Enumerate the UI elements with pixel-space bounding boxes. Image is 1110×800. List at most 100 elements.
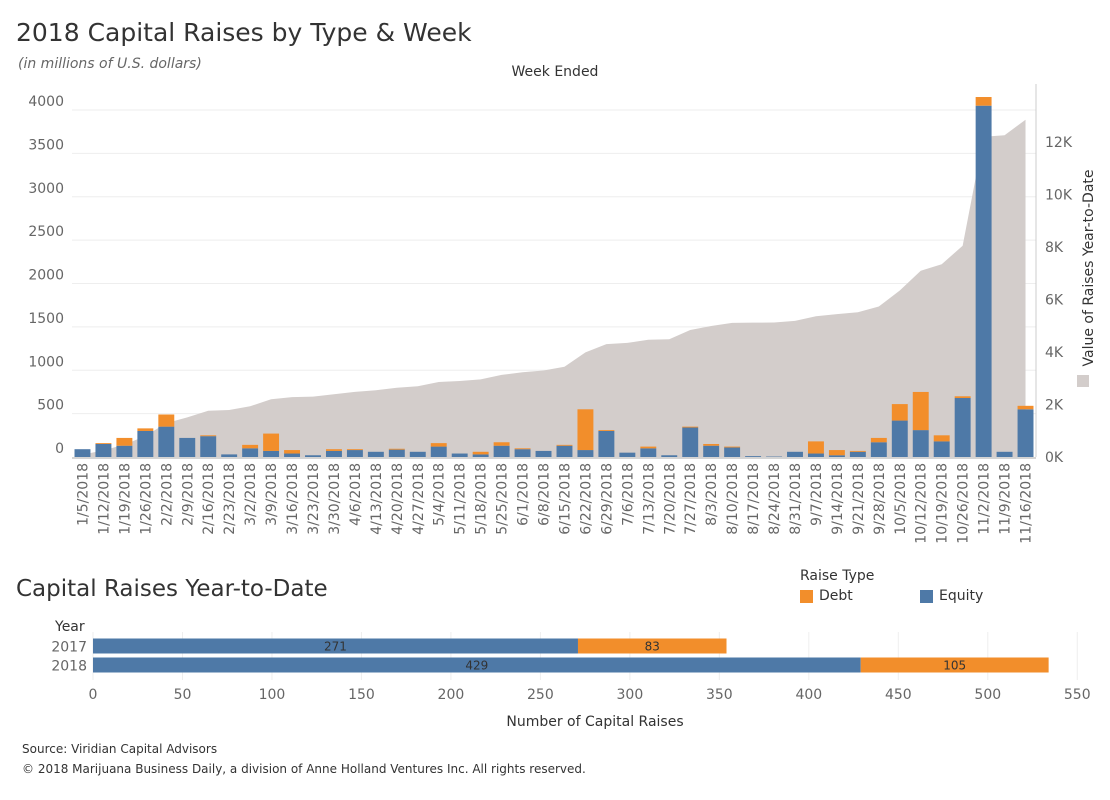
x-tick-label: 3/23/2018 — [306, 463, 322, 535]
right-y-tick-label: 0K — [1045, 450, 1064, 466]
equity-bar-6/29/2018 — [598, 430, 615, 457]
debt-bar-6/22/2018 — [577, 409, 594, 451]
equity-swatch — [920, 589, 933, 603]
legend-label-equity: Equity — [939, 588, 984, 604]
x-tick-label: 6/29/2018 — [599, 463, 615, 535]
equity-bar-2/23/2018 — [221, 454, 238, 457]
debt-bar-9/28/2018 — [870, 437, 887, 443]
bottom-x-tick-label: 0 — [89, 687, 98, 703]
x-tick-label: 7/6/2018 — [620, 463, 636, 526]
equity-value-label-2017: 271 — [324, 640, 347, 654]
equity-bar-9/28/2018 — [870, 442, 887, 457]
y-tick-label: 2500 — [28, 224, 64, 240]
bottom-x-tick-label: 100 — [259, 687, 286, 703]
equity-bar-3/23/2018 — [305, 455, 321, 457]
debt-bar-4/6/2018 — [346, 449, 363, 451]
x-tick-label: 4/6/2018 — [348, 463, 364, 526]
x-axis-title-top: Week Ended — [511, 64, 599, 80]
debt-value-label-2018: 105 — [943, 659, 966, 673]
debt-bar-10/19/2018 — [933, 435, 950, 442]
debt-bar-8/10/2018 — [724, 446, 741, 448]
x-tick-label: 9/14/2018 — [830, 463, 846, 535]
copyright-note: © 2018 Marijuana Business Daily, a divis… — [22, 762, 586, 776]
debt-bar-4/20/2018 — [388, 448, 405, 450]
debt-bar-6/15/2018 — [556, 444, 573, 446]
legend-item-debt[interactable]: Debt — [800, 588, 920, 604]
ytd-area-series — [82, 119, 1026, 458]
debt-bar-9/7/2018 — [807, 441, 824, 454]
debt-bar-11/2/2018 — [975, 97, 992, 106]
x-tick-label: 9/7/2018 — [809, 463, 825, 526]
gridlines — [72, 84, 1037, 459]
x-tick-label: 10/26/2018 — [956, 463, 972, 544]
debt-swatch — [800, 589, 813, 603]
right-axis-title: Value of Raises Year-to-Date — [1081, 169, 1097, 366]
chart-title: 2018 Capital Raises by Type & Week — [16, 18, 472, 47]
equity-bar-9/21/2018 — [849, 451, 866, 457]
bottom-x-tick-label: 150 — [348, 687, 375, 703]
legend-item-equity[interactable]: Equity — [920, 588, 1040, 604]
equity-bar-10/12/2018 — [912, 430, 929, 457]
equity-value-label-2018: 429 — [465, 659, 488, 673]
equity-bar-3/16/2018 — [284, 453, 301, 457]
equity-bar-8/3/2018 — [703, 445, 720, 457]
equity-bar-5/25/2018 — [493, 445, 510, 457]
x-tick-label: 10/19/2018 — [935, 463, 951, 544]
x-tick-label: 4/20/2018 — [390, 463, 406, 535]
x-tick-label: 5/18/2018 — [474, 463, 490, 535]
equity-bar-10/19/2018 — [933, 441, 950, 457]
ytd-bars: 271 83 429 105 — [93, 638, 1049, 673]
x-tick-label: 8/31/2018 — [788, 463, 804, 535]
x-tick-label: 3/2/2018 — [243, 463, 259, 526]
y-tick-label: 0 — [55, 441, 64, 457]
equity-bar-4/13/2018 — [367, 451, 384, 457]
bottom-x-tick-label: 350 — [706, 687, 733, 703]
y-tick-label: 4000 — [28, 94, 64, 110]
y-tick-label: 500 — [37, 398, 64, 414]
x-tick-label: 6/8/2018 — [537, 463, 553, 526]
equity-bar-7/20/2018 — [661, 455, 678, 457]
x-tick-label: 1/26/2018 — [138, 463, 154, 535]
legend-label-debt: Debt — [819, 588, 853, 604]
equity-bar-7/27/2018 — [682, 427, 699, 457]
bottom-x-axis: 0 50 100 150 200 250 300 350 400 450 500 550 — [89, 687, 1091, 703]
debt-bar-3/30/2018 — [325, 449, 342, 451]
debt-bar-3/2/2018 — [242, 444, 259, 449]
equity-bar-6/8/2018 — [535, 450, 552, 457]
x-tick-label: 6/15/2018 — [557, 463, 573, 535]
bottom-x-tick-label: 200 — [438, 687, 465, 703]
equity-bar-3/2/2018 — [242, 448, 259, 457]
debt-bar-7/13/2018 — [640, 446, 657, 449]
y-tick-label: 1000 — [28, 354, 64, 370]
debt-bar-6/1/2018 — [514, 448, 531, 450]
bottom-x-tick-label: 300 — [617, 687, 644, 703]
x-tick-label: 2/2/2018 — [159, 463, 175, 526]
bottom-y-axis: 2017 2018 — [51, 640, 87, 675]
debt-bar-6/29/2018 — [598, 430, 615, 431]
x-tick-label: 8/24/2018 — [767, 463, 783, 535]
equity-bar-8/31/2018 — [787, 451, 803, 457]
equity-bar-1/26/2018 — [137, 430, 154, 457]
equity-bar-2017 — [93, 638, 578, 654]
debt-bar-7/27/2018 — [682, 426, 699, 428]
equity-bar-5/11/2018 — [451, 453, 468, 457]
x-tick-label: 1/5/2018 — [75, 463, 91, 526]
right-y-tick-label: 12K — [1045, 135, 1073, 151]
debt-bar-3/16/2018 — [284, 450, 301, 454]
x-tick-label: 4/27/2018 — [411, 463, 427, 535]
x-tick-label: 4/13/2018 — [369, 463, 385, 535]
x-tick-label: 1/19/2018 — [117, 463, 133, 535]
debt-value-label-2017: 83 — [645, 640, 660, 654]
raise-type-legend: Raise Type Debt Equity — [800, 568, 1040, 604]
equity-bar-9/7/2018 — [807, 453, 824, 457]
equity-bar-2/9/2018 — [179, 437, 196, 457]
equity-bar-5/18/2018 — [472, 454, 489, 457]
x-tick-label: 10/12/2018 — [914, 463, 930, 544]
debt-bar-2/16/2018 — [200, 435, 217, 437]
bottom-x-tick-label: 450 — [885, 687, 912, 703]
equity-bar-4/20/2018 — [388, 449, 405, 457]
bottom-x-axis-title: Number of Capital Raises — [506, 714, 683, 730]
equity-bar-11/9/2018 — [996, 451, 1013, 457]
equity-bar-7/6/2018 — [619, 452, 636, 457]
